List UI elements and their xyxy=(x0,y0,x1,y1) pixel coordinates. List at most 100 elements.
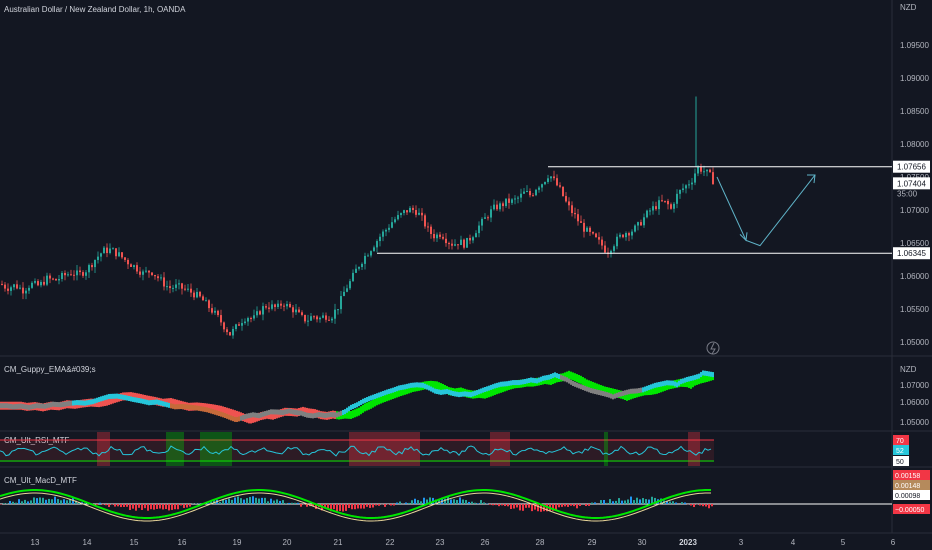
macd-histogram-bar xyxy=(339,504,341,512)
macd-histogram-bar xyxy=(312,504,314,507)
candle-body xyxy=(208,300,210,309)
guppy-slow-ribbon xyxy=(504,383,506,392)
macd-histogram-bar xyxy=(177,504,179,510)
guppy-slow-ribbon xyxy=(394,390,396,399)
guppy-fast-ribbon xyxy=(514,380,516,386)
guppy-slow-ribbon xyxy=(704,374,706,383)
macd-histogram-bar xyxy=(273,500,275,504)
macd-histogram-bar xyxy=(474,502,476,504)
candle-body xyxy=(673,203,675,209)
candle-body xyxy=(343,291,345,297)
guppy-slow-ribbon xyxy=(176,399,178,408)
guppy-fast-ribbon xyxy=(456,391,458,397)
guppy-slow-ribbon xyxy=(566,371,568,380)
guppy-slow-ribbon xyxy=(354,409,356,418)
guppy-fast-ribbon xyxy=(528,377,530,383)
guppy-slow-ribbon xyxy=(440,383,442,392)
guppy-fast-ribbon xyxy=(466,391,468,397)
time-tick-label: 21 xyxy=(334,538,343,547)
guppy-slow-ribbon xyxy=(612,388,614,397)
macd-histogram-bar xyxy=(393,504,395,506)
macd-histogram-bar xyxy=(420,501,422,504)
time-tick-label: 16 xyxy=(178,538,187,547)
candle-body xyxy=(13,284,15,288)
guppy-fast-ribbon xyxy=(88,399,90,405)
guppy-fast-ribbon xyxy=(648,385,650,391)
guppy-fast-ribbon xyxy=(434,388,436,394)
guppy-slow-ribbon xyxy=(706,373,708,382)
guppy-slow-ribbon xyxy=(220,405,222,414)
candle-body xyxy=(232,328,234,336)
guppy-fast-ribbon xyxy=(538,377,540,383)
guppy-fast-ribbon xyxy=(654,382,656,388)
guppy-fast-ribbon xyxy=(186,404,188,410)
candle-body xyxy=(526,191,528,193)
guppy-fast-ribbon xyxy=(268,409,270,415)
macd-histogram-bar xyxy=(3,503,5,504)
guppy-slow-ribbon xyxy=(138,393,140,402)
macd-histogram-bar xyxy=(291,502,293,504)
guppy-fast-ribbon xyxy=(160,400,162,406)
price-tag xyxy=(893,247,930,260)
macd-histogram-bar xyxy=(567,504,569,507)
candle-body xyxy=(94,259,96,268)
candle-body xyxy=(490,209,492,218)
guppy-slow-ribbon xyxy=(144,394,146,403)
candle-body xyxy=(313,316,315,318)
candle-body xyxy=(286,303,288,307)
candle-body xyxy=(367,255,369,257)
candle-body xyxy=(520,193,522,198)
guppy-slow-ribbon xyxy=(102,398,104,407)
guppy-slow-ribbon xyxy=(312,408,314,417)
guppy-slow-ribbon xyxy=(488,389,490,398)
guppy-fast-ribbon xyxy=(400,385,402,391)
time-tick-label: 15 xyxy=(130,538,139,547)
guppy-slow-ribbon xyxy=(496,386,498,395)
guppy-fast-ribbon xyxy=(542,375,544,381)
guppy-slow-ribbon xyxy=(216,405,218,414)
guppy-slow-ribbon xyxy=(652,386,654,395)
lightning-icon[interactable] xyxy=(706,341,720,355)
guppy-slow-ribbon xyxy=(270,411,272,420)
guppy-fast-ribbon xyxy=(556,373,558,379)
macd-histogram-bar xyxy=(162,504,164,510)
candle-body xyxy=(625,233,627,238)
guppy-slow-ribbon xyxy=(436,381,438,390)
rsi-line xyxy=(0,445,712,457)
guppy-fast-ribbon xyxy=(308,412,310,418)
guppy-fast-ribbon xyxy=(50,402,52,408)
candle-body xyxy=(7,288,9,291)
guppy-slow-ribbon xyxy=(494,386,496,395)
time-tick-label: 4 xyxy=(791,538,796,547)
candle-body xyxy=(559,185,561,187)
guppy-slow-ribbon xyxy=(610,388,612,397)
guppy-fast-ribbon xyxy=(226,413,228,419)
macd-histogram-bar xyxy=(33,497,35,504)
macd-histogram-bar xyxy=(465,500,467,504)
candle-body xyxy=(469,237,471,241)
guppy-tick-label: 1.05000 xyxy=(900,418,929,427)
guppy-fast-ribbon xyxy=(638,388,640,394)
guppy-fast-ribbon xyxy=(144,399,146,405)
guppy-fast-ribbon xyxy=(600,390,602,396)
guppy-fast-ribbon xyxy=(200,406,202,412)
candle-body xyxy=(649,210,651,212)
macd-histogram-bar xyxy=(366,504,368,507)
macd-histogram-bar xyxy=(510,504,512,509)
guppy-fast-ribbon xyxy=(390,388,392,394)
candle-body xyxy=(529,191,531,196)
guppy-fast-ribbon xyxy=(100,396,102,402)
guppy-slow-ribbon xyxy=(382,394,384,403)
guppy-fast-ribbon xyxy=(76,400,78,406)
guppy-fast-ribbon xyxy=(60,402,62,408)
candle-body xyxy=(442,236,444,239)
guppy-slow-ribbon xyxy=(548,376,550,385)
guppy-fast-ribbon xyxy=(52,401,54,407)
macd-histogram-bar xyxy=(495,504,497,506)
projection-path[interactable] xyxy=(716,174,816,247)
guppy-fast-ribbon xyxy=(306,412,308,418)
guppy-slow-ribbon xyxy=(630,391,632,400)
guppy-fast-ribbon xyxy=(110,393,112,399)
guppy-fast-ribbon xyxy=(28,404,30,410)
candle-body xyxy=(109,248,111,253)
